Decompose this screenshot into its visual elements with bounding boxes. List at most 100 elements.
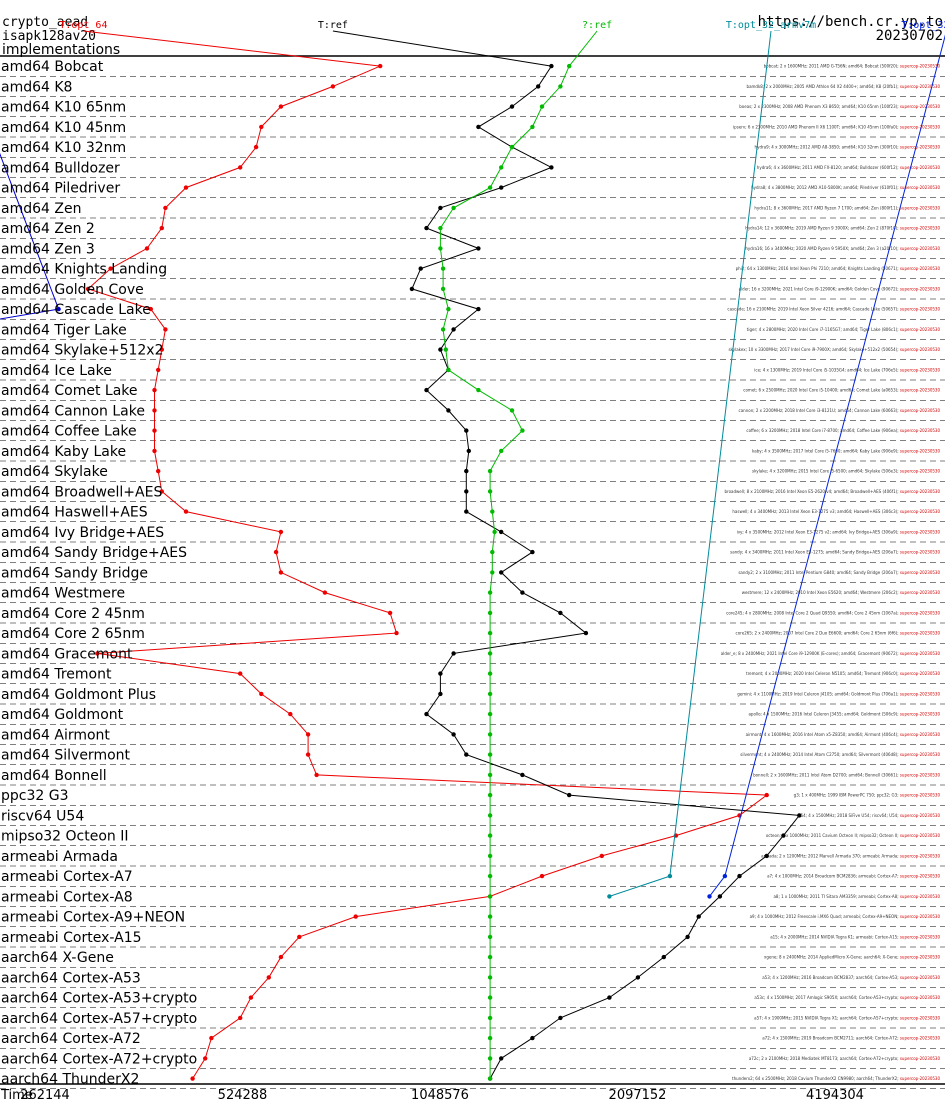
data-point bbox=[159, 489, 164, 494]
data-point bbox=[464, 428, 469, 433]
data-point bbox=[209, 1035, 214, 1041]
data-point bbox=[156, 468, 161, 474]
data-point bbox=[499, 529, 504, 535]
implementations-label: implementations bbox=[2, 42, 121, 58]
data-point bbox=[487, 671, 493, 676]
machine-note: a15; 4 x 2000MHz; 2014 NVIDIA Tegra K1; … bbox=[770, 934, 940, 939]
series-name-label: T:opt_64 bbox=[59, 20, 107, 31]
algorithm-name: isapk128av20 bbox=[2, 29, 96, 44]
machine-note: tremont; 4 x 2000MHz; 2020 Intel Celeron… bbox=[746, 671, 940, 676]
site-url[interactable]: https://bench.cr.yp.to bbox=[757, 14, 943, 30]
machine-note: coffee; 6 x 3200MHz; 2018 Intel Core i7-… bbox=[746, 428, 940, 433]
data-point bbox=[509, 104, 515, 109]
data-point bbox=[487, 792, 493, 798]
data-point bbox=[490, 549, 495, 555]
row-label: amd64 Kaby Lake bbox=[1, 444, 126, 460]
row-label: amd64 Knights Landing bbox=[1, 262, 167, 278]
data-point bbox=[183, 509, 189, 514]
data-point bbox=[314, 772, 319, 778]
machine-note: silvermont; 4 x 2400MHz; 2014 Intel Atom… bbox=[740, 752, 940, 757]
machine-note: a72; 4 x 1500MHz; 2019 Broadcom BCM2711;… bbox=[762, 1036, 940, 1041]
machine-note: ice; 4 x 1300MHz; 2019 Intel Core i5-103… bbox=[754, 367, 940, 372]
data-point bbox=[152, 408, 157, 413]
data-point bbox=[549, 165, 554, 170]
data-point bbox=[297, 934, 302, 940]
machine-note: tiger; 4 x 2800MHz; 2020 Intel Core i7-1… bbox=[747, 327, 941, 332]
data-point bbox=[499, 185, 504, 190]
machine-note: westmere; 12 x 2400MHz; 2010 Intel Xeon … bbox=[742, 590, 941, 595]
machine-note: hydra9; 4 x 3000MHz; 2012 AMD A8-3850; a… bbox=[755, 145, 941, 150]
data-point bbox=[487, 732, 493, 737]
data-point bbox=[278, 104, 284, 109]
data-point bbox=[487, 954, 493, 960]
row-label: riscv64 U54 bbox=[1, 808, 84, 824]
data-point bbox=[305, 732, 311, 737]
data-point bbox=[487, 711, 493, 717]
machine-note: broadwell; 8 x 2100MHz; 2016 Intel Xeon … bbox=[725, 489, 941, 494]
machine-note: bonnell; 2 x 1600MHz; 2011 Intel Atom D2… bbox=[753, 772, 940, 777]
data-point bbox=[152, 387, 157, 393]
data-point bbox=[685, 934, 690, 940]
machine-note: hydra14; 12 x 3600MHz; 2019 AMD Ryzen 9 … bbox=[745, 226, 940, 231]
x-tick-label: 4194304 bbox=[806, 1088, 864, 1103]
data-point bbox=[387, 610, 393, 616]
row-label: amd64 Zen 2 bbox=[1, 221, 95, 237]
row-label: aarch64 Cortex-A72+crypto bbox=[1, 1051, 197, 1067]
machine-note: hydra11; 8 x 3600MHz; 2017 AMD Ryzen 7 1… bbox=[754, 205, 940, 210]
machine-note: comet; 6 x 2500MHz; 2020 Intel Core i5-1… bbox=[743, 388, 940, 393]
machine-notes: bobcat; 2 x 1600MHz; 2011 AMD G-T56N; am… bbox=[721, 64, 941, 1082]
data-point bbox=[190, 1076, 195, 1081]
series-name-label: ?:ref bbox=[582, 20, 612, 31]
row-label: aarch64 X-Gene bbox=[1, 950, 114, 966]
data-point bbox=[487, 995, 493, 1000]
data-point bbox=[487, 610, 493, 616]
data-point bbox=[530, 124, 535, 130]
data-point bbox=[85, 286, 91, 292]
data-point bbox=[288, 711, 293, 717]
data-point bbox=[487, 914, 493, 919]
machine-note: alder; 16 x 3200MHz; 2021 Intel Core i9-… bbox=[739, 286, 941, 291]
machine-note: a8; 1 x 1000MHz; 2011 TI Sitara AM3359; … bbox=[773, 894, 940, 899]
data-point bbox=[353, 914, 358, 919]
machine-note: alder_e; 8 x 2400MHz; 2021 Intel Core i9… bbox=[721, 651, 941, 656]
series-leader bbox=[332, 30, 552, 67]
machine-note: sandy; 4 x 3400MHz; 2011 Intel Xeon E3-1… bbox=[730, 550, 940, 555]
series-leader bbox=[669, 30, 772, 877]
row-label: armeabi Cortex-A7 bbox=[1, 869, 133, 885]
data-point bbox=[424, 387, 429, 393]
row-label: amd64 K10 32nm bbox=[1, 140, 126, 156]
data-point bbox=[487, 894, 493, 899]
row-label: amd64 Golden Cove bbox=[1, 282, 144, 298]
data-point bbox=[558, 84, 563, 89]
data-point bbox=[266, 975, 271, 980]
data-point bbox=[539, 104, 545, 109]
data-point bbox=[487, 489, 493, 494]
data-point bbox=[305, 752, 311, 757]
row-label: aarch64 Cortex-A57+crypto bbox=[1, 1011, 197, 1027]
row-label: amd64 Broadwell+AES bbox=[1, 484, 162, 500]
data-point bbox=[424, 711, 429, 717]
data-point bbox=[273, 549, 279, 555]
machine-note: haswell; 4 x 3400MHz; 2013 Intel Xeon E3… bbox=[732, 509, 940, 514]
data-point bbox=[466, 448, 471, 454]
row-label: amd64 Westmere bbox=[1, 586, 125, 602]
data-point bbox=[409, 286, 415, 292]
row-label: amd64 Goldmont Plus bbox=[1, 687, 156, 703]
row-label: amd64 Core 2 65nm bbox=[1, 626, 145, 642]
row-label: amd64 K8 bbox=[1, 79, 72, 95]
data-point bbox=[635, 975, 641, 980]
data-point bbox=[539, 873, 545, 879]
machine-note: a7; 4 x 1000MHz; 2014 Broadcom BCM2836; … bbox=[767, 874, 940, 879]
data-point bbox=[499, 570, 504, 575]
x-tick-label: 2097152 bbox=[609, 1088, 667, 1103]
row-grid bbox=[0, 55, 945, 1090]
machine-note: octeon; 4 x 1000MHz; 2011 Cavium Octeon … bbox=[766, 833, 941, 838]
data-point bbox=[156, 367, 161, 373]
data-point bbox=[451, 205, 456, 211]
row-label: amd64 Bulldozer bbox=[1, 160, 120, 176]
data-point bbox=[440, 286, 446, 292]
row-label: amd64 Cannon Lake bbox=[1, 403, 145, 419]
machine-note: airmont; 4 x 1600MHz; 2016 Intel Atom x5… bbox=[746, 732, 941, 737]
data-point bbox=[238, 165, 243, 170]
row-label: amd64 Skylake bbox=[1, 464, 108, 480]
